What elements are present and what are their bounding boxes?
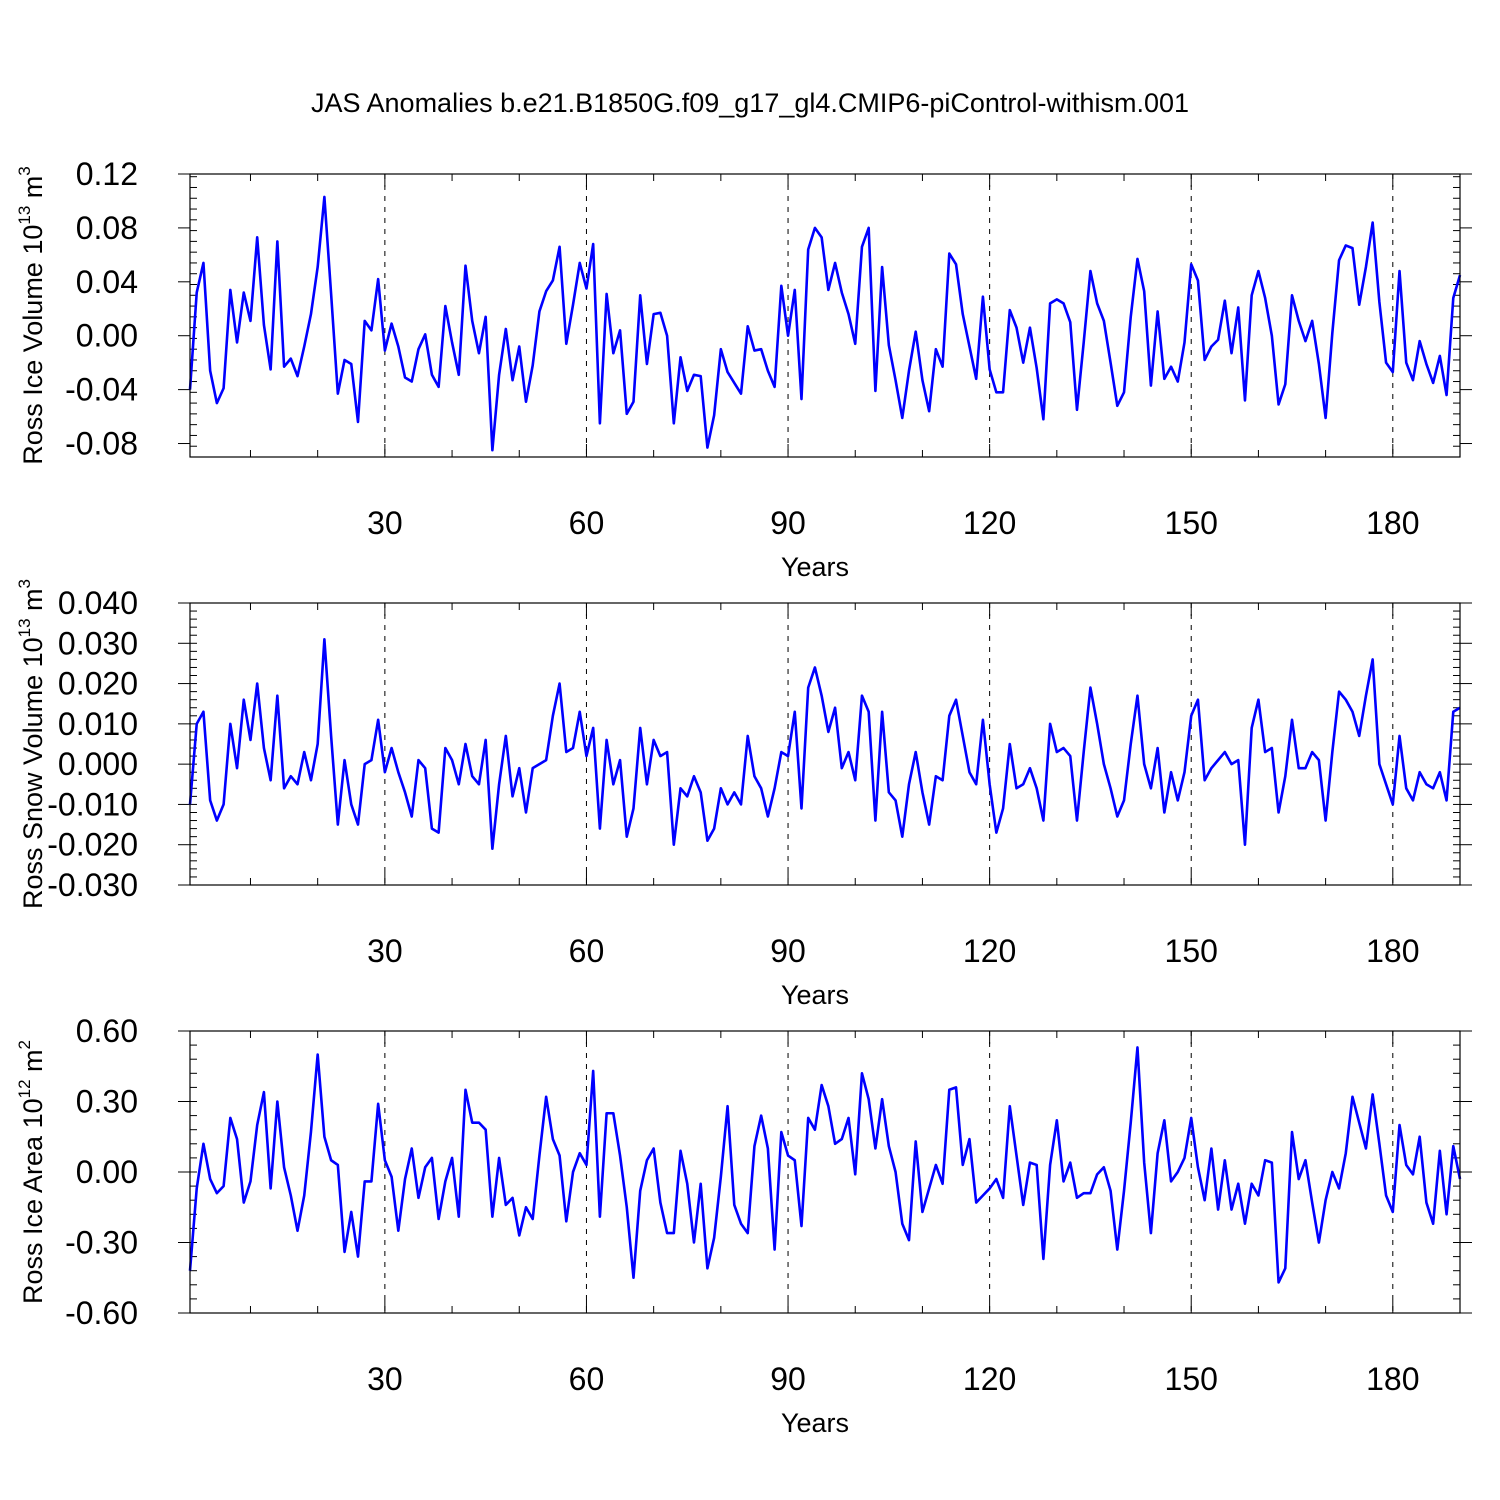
y-axis-label-unit-exponent: 3 <box>15 166 34 175</box>
series-line <box>188 1046 1462 1284</box>
y-axis-label-unit-exponent: 2 <box>15 1040 34 1049</box>
y-tick-label: 0.60 <box>76 1013 138 1049</box>
y-tick-label: 0.30 <box>76 1084 138 1120</box>
x-tick-label: 60 <box>569 933 605 969</box>
x-tick-label: 150 <box>1165 933 1218 969</box>
y-tick-label: -0.010 <box>47 786 138 822</box>
y-tick-label: 0.000 <box>58 746 138 782</box>
y-tick-label: 0.030 <box>58 625 138 661</box>
x-tick-label: 120 <box>963 933 1016 969</box>
x-tick-label: 90 <box>770 505 806 541</box>
x-tick-label: 150 <box>1165 505 1218 541</box>
series-line <box>188 637 1461 851</box>
series-line <box>188 195 1462 452</box>
plot-frame <box>189 602 1461 886</box>
y-axis-label-text: Ross Snow Volume 10 <box>18 637 48 909</box>
x-tick-label: 180 <box>1366 505 1419 541</box>
y-axis-label-exponent: 13 <box>15 618 34 637</box>
x-axis-label: Years <box>781 1408 849 1438</box>
y-tick-label: -0.04 <box>65 372 138 408</box>
y-axis-label-text: Ross Ice Volume 10 <box>18 225 48 465</box>
y-tick-label: 0.00 <box>76 1154 138 1190</box>
y-tick-label: -0.60 <box>65 1295 138 1331</box>
y-axis-label-text: Ross Ice Area 10 <box>18 1098 48 1304</box>
x-tick-label: 180 <box>1366 933 1419 969</box>
y-tick-label: 0.020 <box>58 666 138 702</box>
y-tick-label: -0.08 <box>65 426 138 462</box>
y-tick-label: 0.040 <box>58 585 138 621</box>
x-tick-label: 180 <box>1366 1361 1419 1397</box>
y-tick-label: 0.010 <box>58 706 138 742</box>
y-axis-label: Ross Ice Volume 1013 m3 <box>15 166 48 465</box>
x-tick-label: 90 <box>770 1361 806 1397</box>
plot-frame <box>189 173 1461 458</box>
y-axis-label: Ross Ice Area 1012 m2 <box>15 1040 48 1304</box>
y-tick-label: -0.030 <box>47 867 138 903</box>
x-tick-label: 60 <box>569 505 605 541</box>
y-axis-label-unit-exponent: 3 <box>15 579 34 588</box>
chart-title: JAS Anomalies b.e21.B1850G.f09_g17_gl4.C… <box>311 88 1189 118</box>
y-tick-label: 0.04 <box>76 264 138 300</box>
y-tick-label: 0.12 <box>76 156 138 192</box>
y-tick-label: -0.020 <box>47 827 138 863</box>
y-axis-label-unit: m <box>18 1049 48 1079</box>
x-tick-label: 120 <box>963 505 1016 541</box>
panel-2: 30 60 90 120 150 180 -0.030 -0.020 -0.010 0.000 0.… <box>15 579 1472 1010</box>
x-axis-label: Years <box>781 552 849 582</box>
x-tick-label: 150 <box>1165 1361 1218 1397</box>
plot-frame <box>189 1030 1461 1314</box>
panel-3: 30 60 90 120 150 180 -0.60 -0.30 0.00 0.30 0.60 Yea… <box>15 1013 1472 1438</box>
y-axis-label-exponent: 13 <box>15 206 34 225</box>
y-tick-label: 0.08 <box>76 210 138 246</box>
y-axis-label-exponent: 12 <box>15 1079 34 1098</box>
x-axis-label: Years <box>781 980 849 1010</box>
x-tick-label: 30 <box>367 1361 403 1397</box>
x-tick-label: 120 <box>963 1361 1016 1397</box>
x-tick-label: 30 <box>367 933 403 969</box>
x-tick-label: 90 <box>770 933 806 969</box>
x-tick-label: 60 <box>569 1361 605 1397</box>
panel-1: 30 60 90 120 150 180 -0.08 -0.04 0.00 0.04 0.08 0.1… <box>15 156 1472 582</box>
y-axis-label-unit: m <box>18 176 48 206</box>
panels-container: 30 60 90 120 150 180 -0.08 -0.04 0.00 0.04 0.08 0.1… <box>15 156 1472 1438</box>
y-tick-label: -0.30 <box>65 1225 138 1261</box>
y-axis-label-unit: m <box>18 588 48 618</box>
y-axis-label: Ross Snow Volume 1013 m3 <box>15 579 48 909</box>
y-tick-label: 0.00 <box>76 318 138 354</box>
x-tick-label: 30 <box>367 505 403 541</box>
